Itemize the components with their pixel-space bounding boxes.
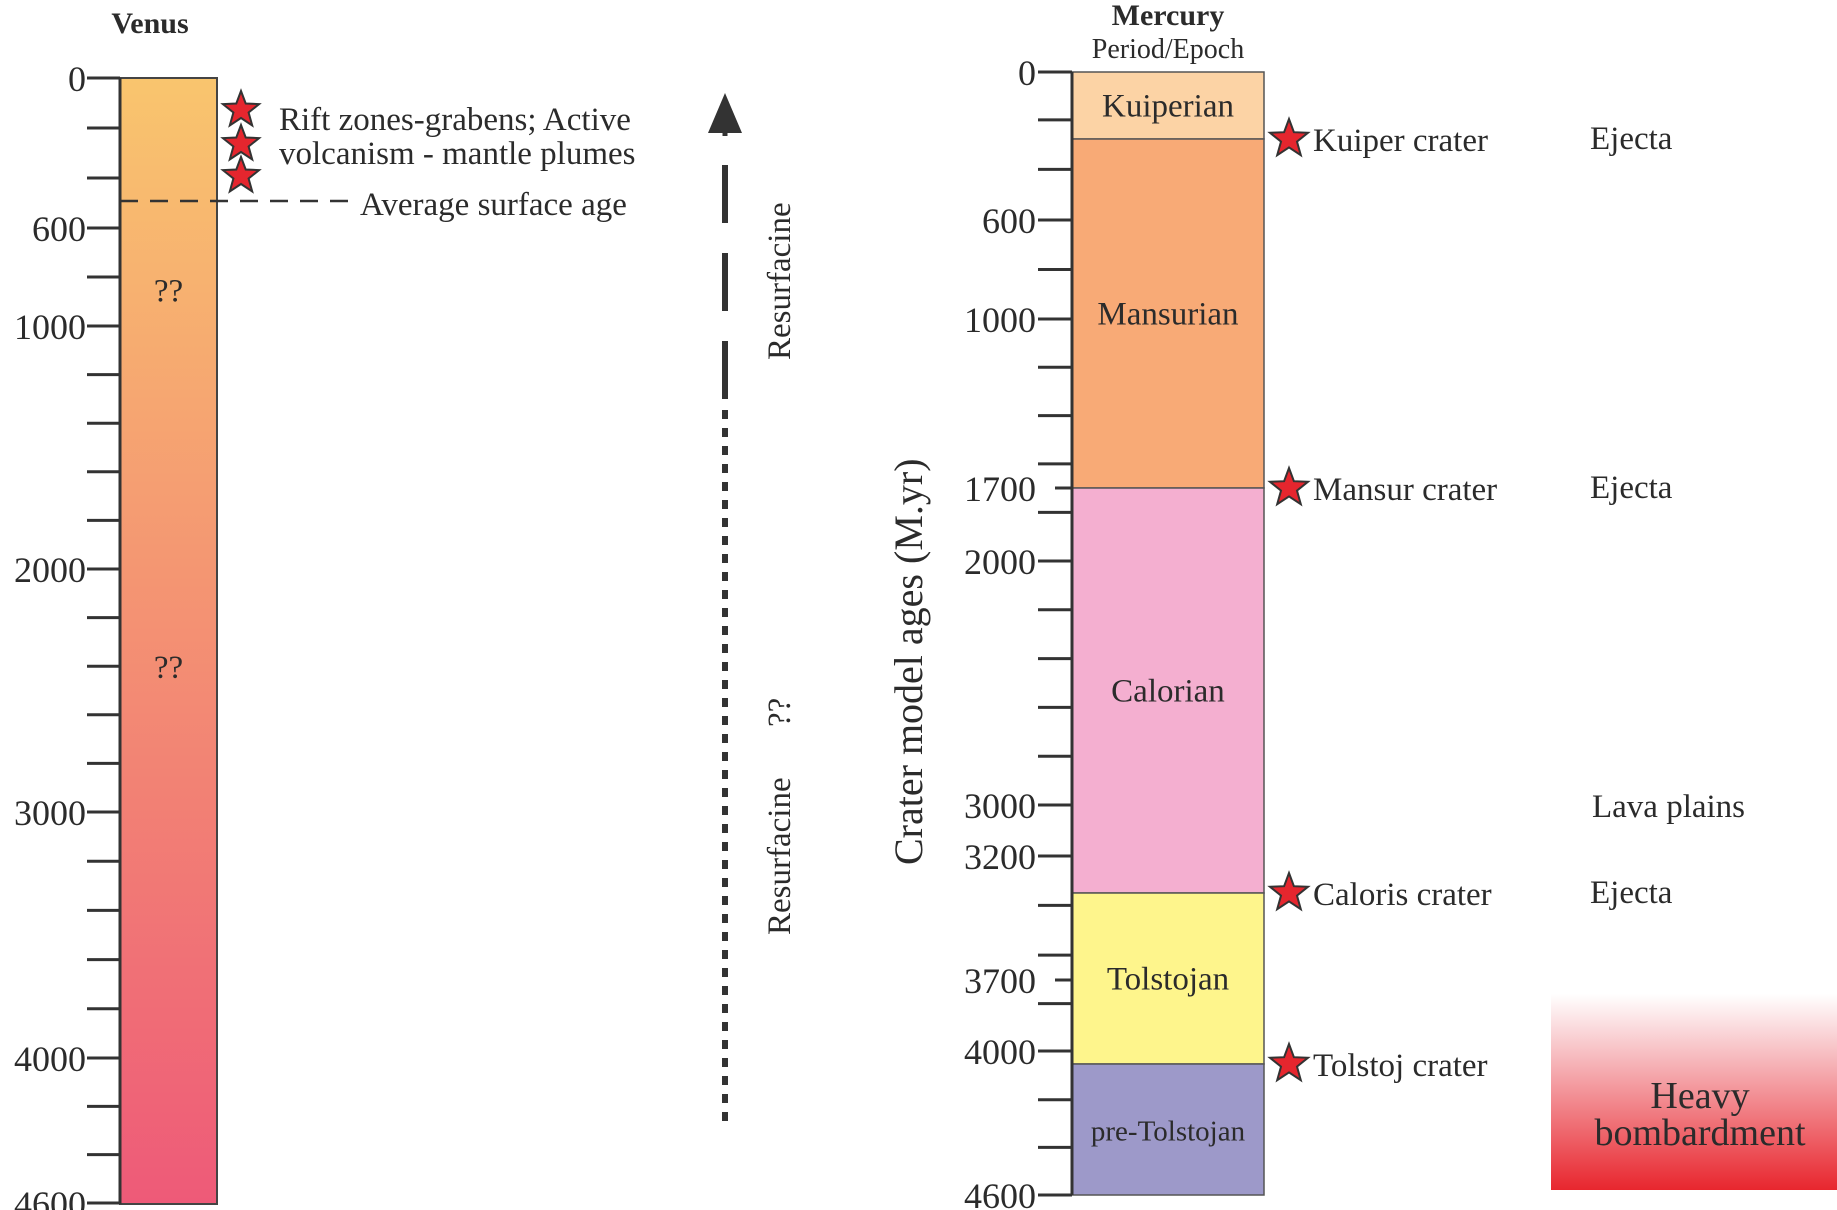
mercury-tick-label: 4000 xyxy=(964,1032,1036,1072)
venus-tick-label: 0 xyxy=(68,59,86,99)
period-label: Calorian xyxy=(1111,674,1225,710)
crater-deposit-type: Ejecta xyxy=(1590,875,1673,911)
mercury-tick-label: 1000 xyxy=(964,300,1036,340)
crater-deposit-type: Ejecta xyxy=(1590,121,1673,157)
mercury-tick-label: 3000 xyxy=(964,786,1036,826)
heavy-bombardment-line-1: Heavy xyxy=(1650,1075,1749,1117)
star-icon xyxy=(1267,870,1311,912)
mercury-periods: Kuiperian Mansurian Calorian Tolstojan pre-T… xyxy=(1071,71,1265,1196)
mercury-subtitle: Period/Epoch xyxy=(1092,34,1244,65)
mercury-tick-label: 3700 xyxy=(964,961,1036,1001)
period-kuiperian: Kuiperian xyxy=(1071,71,1265,140)
period-label: Tolstojan xyxy=(1107,962,1229,998)
period-label: Kuiperian xyxy=(1102,89,1234,125)
period-block xyxy=(1071,138,1265,489)
crater-deposit-type: Ejecta xyxy=(1590,470,1673,506)
star-icon xyxy=(1267,465,1311,507)
star-icon xyxy=(1267,116,1311,158)
mercury-title: Mercury xyxy=(1112,0,1225,32)
period-label: pre-Tolstojan xyxy=(1091,1116,1246,1148)
venus-tick-label: 3000 xyxy=(14,793,86,833)
venus-panel: Venus 0 600 1000 2000 3000 4000 4600 ???? Aver… xyxy=(14,7,636,1210)
resurfacing-arrow: Resurfacine Resurfacine ?? xyxy=(708,93,798,1130)
heavy-bombardment-box: Heavy bombardment xyxy=(1551,994,1837,1190)
mercury-tick-label: 600 xyxy=(982,201,1036,241)
mercury-axis: 0 600 1000 1700 2000 3000 3200 3700 4000 4600 xyxy=(964,53,1074,1210)
crater-kuiper: Kuiper crater Ejecta xyxy=(1267,116,1673,159)
heavy-bombardment-line-2: bombardment xyxy=(1594,1112,1806,1154)
venus-title: Venus xyxy=(111,7,188,40)
crater-caloris: Caloris crater Ejecta xyxy=(1267,870,1673,913)
crater-name: Kuiper crater xyxy=(1313,123,1488,159)
crater-name: Mansur crater xyxy=(1313,472,1497,508)
venus-tick-label: 4600 xyxy=(14,1184,86,1210)
period-tolstojan: Tolstojan xyxy=(1071,892,1265,1065)
resurfacing-label-lower: Resurfacine xyxy=(762,777,798,935)
venus-event-text-line-1: Rift zones-grabens; Active xyxy=(279,102,631,138)
venus-tick-label: 600 xyxy=(32,209,86,249)
mercury-panel: Mercury Period/Epoch Crater model ages (… xyxy=(886,0,1837,1210)
star-icon xyxy=(220,122,262,162)
lava-plains-label: Lava plains xyxy=(1592,789,1745,825)
venus-axis: 0 600 1000 2000 3000 4000 4600 xyxy=(14,59,122,1210)
crater-name: Tolstoj crater xyxy=(1313,1048,1488,1084)
period-mansurian: Mansurian xyxy=(1071,138,1265,489)
venus-event-stars xyxy=(220,88,262,194)
resurfacing-label-upper: Resurfacine xyxy=(762,202,798,360)
period-label: Mansurian xyxy=(1097,297,1238,333)
crater-mansur: Mansur crater Ejecta xyxy=(1267,465,1673,508)
period-block xyxy=(1071,892,1265,1065)
arrow-up-icon xyxy=(708,93,742,133)
uncertain-mark: ?? xyxy=(154,650,183,686)
mercury-y-axis-label: Crater model ages (M.yr) xyxy=(886,458,931,865)
venus-column xyxy=(119,77,218,1205)
average-surface-age-label: Average surface age xyxy=(360,187,627,223)
period-calorian: Calorian xyxy=(1071,487,1265,894)
resurfacing-uncertain-mark: ?? xyxy=(762,698,798,727)
period-pre-tolstojan: pre-Tolstojan xyxy=(1071,1063,1265,1196)
mercury-tick-label: 2000 xyxy=(964,542,1036,582)
mercury-tick-label: 0 xyxy=(1018,53,1036,93)
mercury-tick-label: 3200 xyxy=(964,837,1036,877)
mercury-tick-label: 1700 xyxy=(964,469,1036,509)
star-icon xyxy=(220,88,262,128)
heavy-bombardment-fill xyxy=(1551,994,1837,1190)
mercury-tick-label: 4600 xyxy=(964,1176,1036,1210)
star-icon xyxy=(1267,1041,1311,1083)
star-icon xyxy=(220,154,262,194)
period-block xyxy=(1071,487,1265,894)
crater-name: Caloris crater xyxy=(1313,877,1492,913)
venus-tick-label: 1000 xyxy=(14,307,86,347)
crater-tolstoj: Tolstoj crater xyxy=(1267,1041,1488,1084)
uncertain-mark: ?? xyxy=(154,273,183,309)
venus-uncertain-marks: ???? xyxy=(154,273,183,686)
venus-tick-label: 2000 xyxy=(14,550,86,590)
venus-tick-label: 4000 xyxy=(14,1039,86,1079)
venus-event-text-line-2: volcanism - mantle plumes xyxy=(279,136,636,172)
